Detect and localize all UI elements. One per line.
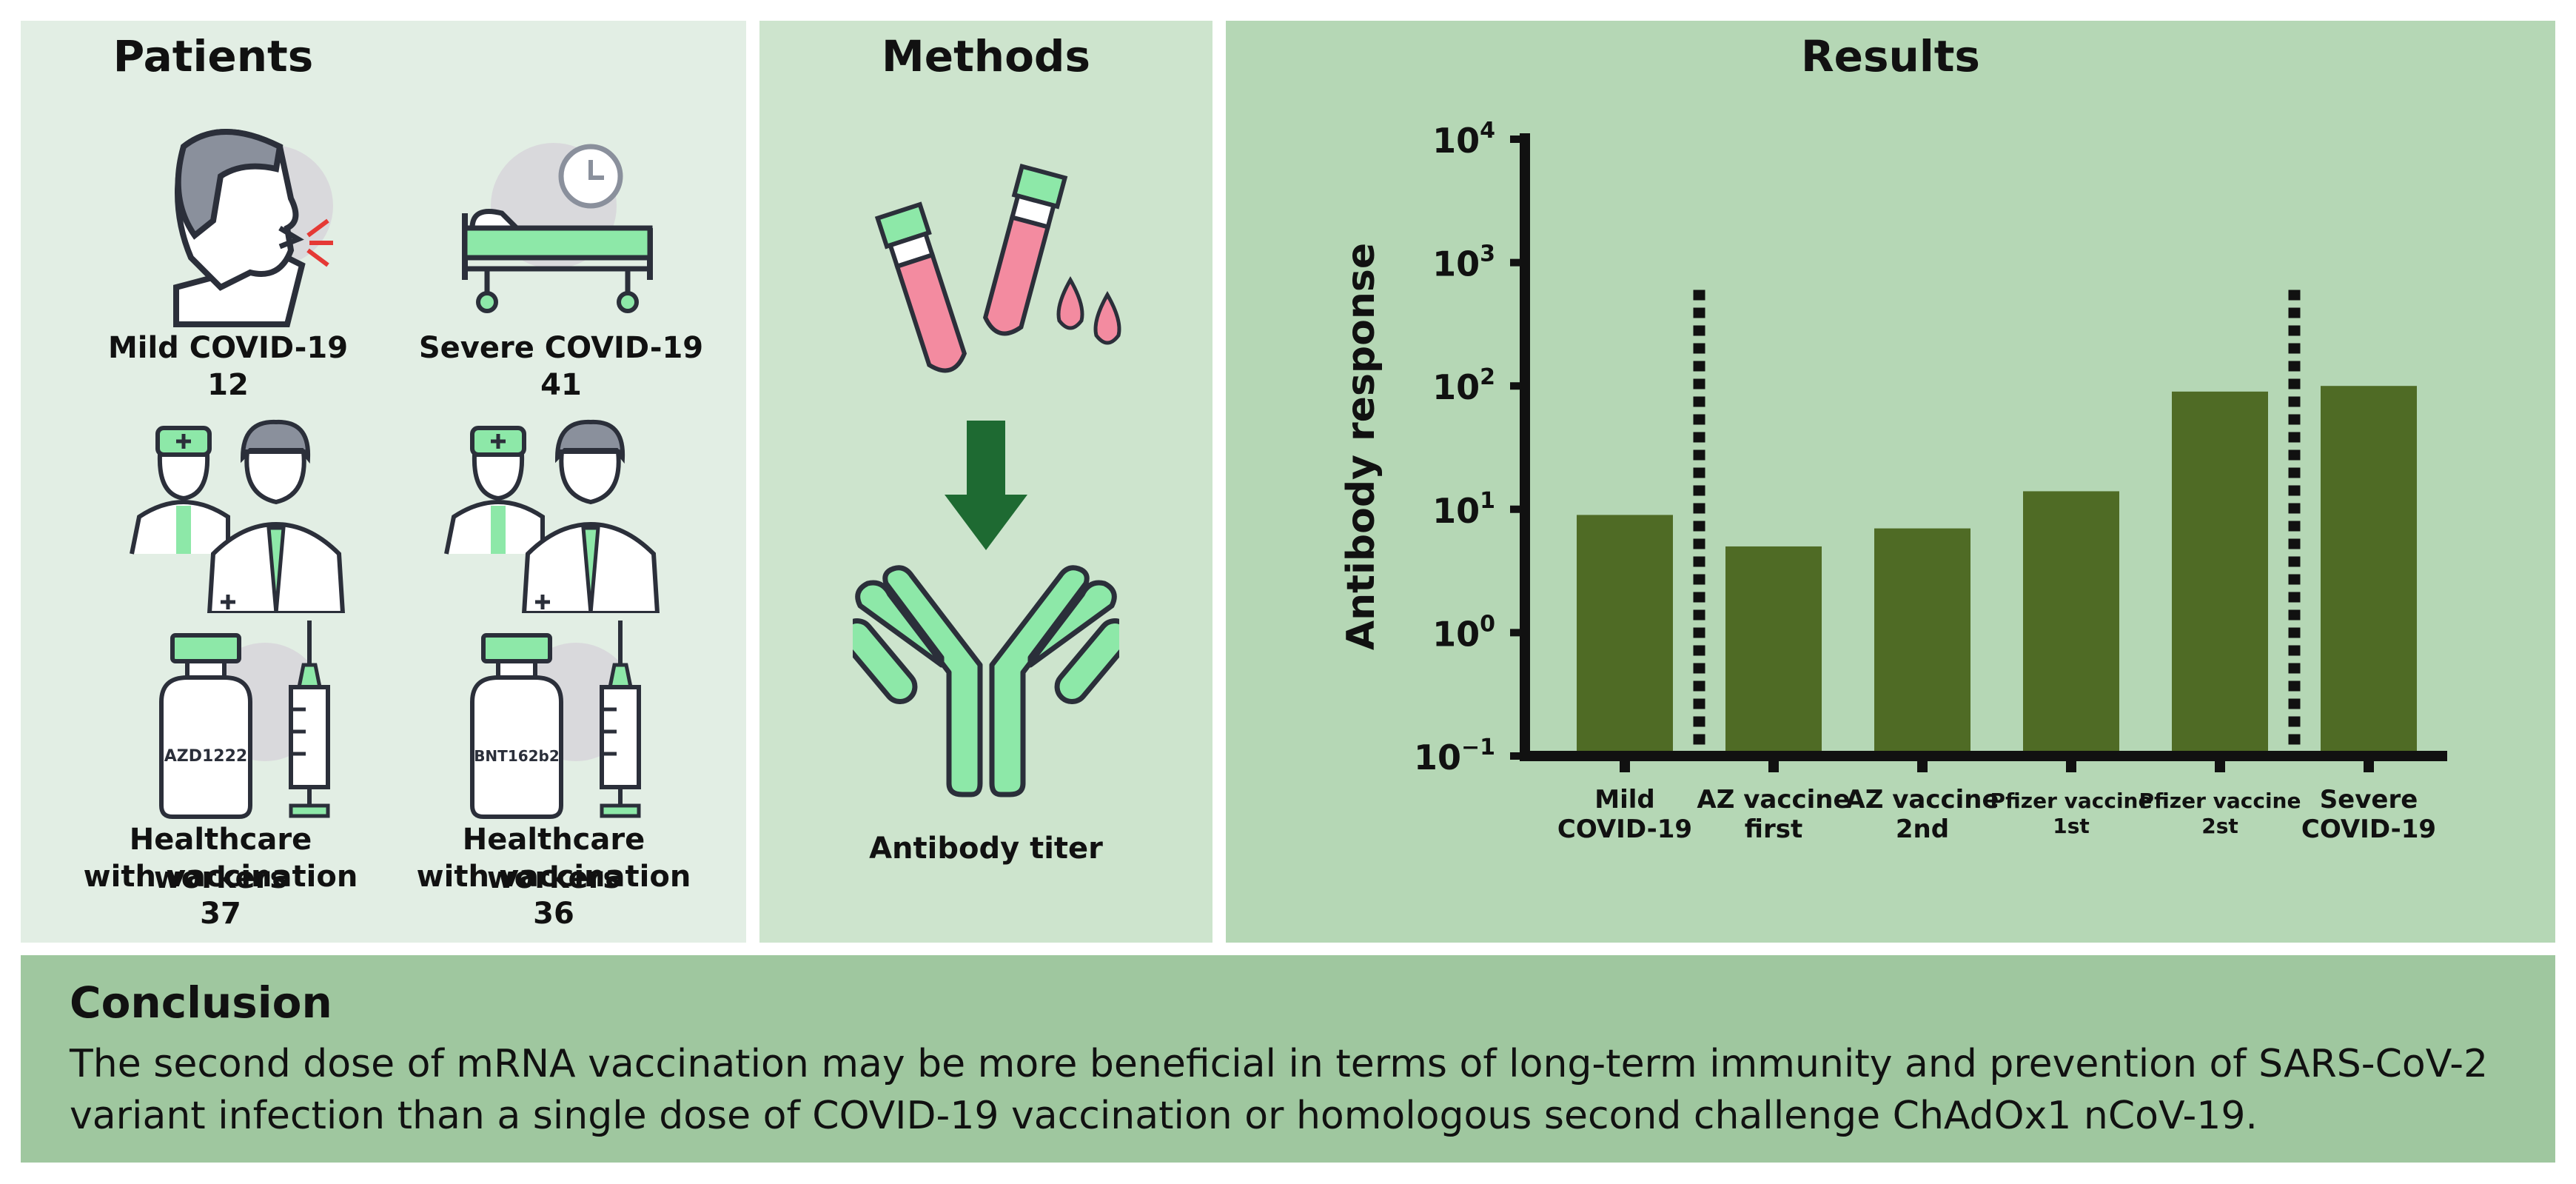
antibody-titer-label: Antibody titer xyxy=(869,832,1103,866)
hcw-azd-label-line2: with vaccination xyxy=(83,860,358,894)
y-axis-label: Antibody response xyxy=(1339,243,1383,650)
bar xyxy=(1874,528,1970,756)
x-tick-label: Pfizer vaccine xyxy=(2139,789,2301,813)
x-tick-label: Pfizer vaccine xyxy=(1990,789,2153,813)
bar xyxy=(1725,546,1822,756)
antibody-icon xyxy=(853,565,1119,797)
x-tick-label: AZ vaccine xyxy=(1697,785,1850,815)
x-tick-label: Mild xyxy=(1594,785,1654,815)
x-tick-label: AZ vaccine xyxy=(1845,785,1999,815)
antibody-bar-chart: Antibody response 104 103 102 101 100 10−1 Mild… xyxy=(1339,118,2447,844)
y-tick-label: 104 xyxy=(1432,118,1495,161)
vial-label-bnt: BNT162b2 xyxy=(474,747,560,765)
mild-covid-label: Mild COVID-19 xyxy=(107,331,349,365)
healthcare-workers-icon xyxy=(444,419,660,613)
x-tick-label: COVID-19 xyxy=(1557,815,1692,844)
conclusion-panel: Conclusion The second dose of mRNA vacci… xyxy=(21,955,2555,1163)
y-tick-label: 101 xyxy=(1432,488,1495,531)
x-tick-label: 2nd xyxy=(1896,815,1949,844)
patients-panel: Patients Mild COVID-19 12 Severe COVID-1… xyxy=(21,21,746,943)
vial-label-azd: AZD1222 xyxy=(164,747,247,766)
results-panel: Results Antibody response 104 103 102 101 100… xyxy=(1226,21,2555,943)
methods-title: Methods xyxy=(882,31,1090,81)
y-tick-label: 100 xyxy=(1432,611,1495,654)
bar xyxy=(1577,515,1673,756)
x-tick-label: Severe xyxy=(2320,785,2418,815)
vial-syringe-icon: AZD1222 xyxy=(159,621,330,819)
y-tick-label: 10−1 xyxy=(1414,735,1495,777)
coughing-person-icon xyxy=(173,129,333,327)
bar xyxy=(2172,391,2268,756)
methods-panel: Methods Antibody titer xyxy=(759,21,1212,943)
hcw-azd-label-line1: Healthcare workers xyxy=(129,823,312,895)
conclusion-text: The second dose of mRNA vaccination may … xyxy=(70,1042,2489,1138)
hcw-bnt-label-line1: Healthcare workers xyxy=(462,823,645,895)
hcw-bnt-count: 36 xyxy=(533,897,574,931)
mild-covid-count: 12 xyxy=(207,368,249,402)
x-tick-label: 2st xyxy=(2201,814,2238,838)
x-tick-label: COVID-19 xyxy=(2301,815,2436,844)
severe-covid-label: Severe COVID-19 xyxy=(418,331,704,365)
x-tick-label: 1st xyxy=(2053,814,2090,838)
blood-test-tubes-icon xyxy=(874,163,1121,373)
y-tick-label: 103 xyxy=(1432,241,1495,284)
arrow-down-icon xyxy=(945,421,1027,550)
vial-syringe-icon: BNT162b2 xyxy=(470,621,641,819)
x-tick-label: first xyxy=(1745,815,1802,844)
y-tick-label: 102 xyxy=(1432,364,1495,407)
severe-covid-count: 41 xyxy=(540,368,582,402)
conclusion-title: Conclusion xyxy=(70,977,332,1028)
healthcare-workers-icon xyxy=(130,419,346,613)
patients-title: Patients xyxy=(113,31,314,81)
results-title: Results xyxy=(1801,31,1980,81)
hcw-bnt-label-line2: with vaccination xyxy=(416,860,691,894)
hospital-bed-icon xyxy=(462,143,653,313)
bar xyxy=(2321,386,2417,756)
hcw-azd-count: 37 xyxy=(200,897,241,931)
bar xyxy=(2023,491,2119,756)
